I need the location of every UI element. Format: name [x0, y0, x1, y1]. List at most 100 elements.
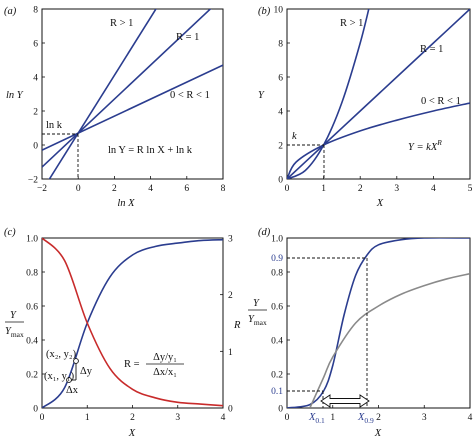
panel-d-x09-label: X0.9 — [357, 412, 374, 425]
panel-a-series-line-1 — [48, 9, 157, 179]
panel-c-xtick-label: 2 — [130, 413, 135, 423]
panel-b-yticks: 0 2 4 6 8 10 — [274, 6, 290, 186]
panel-c-series-line-1 — [42, 238, 223, 408]
panel-d-arrow-shape — [320, 394, 370, 408]
panel-c-r-label: R = — [124, 359, 140, 370]
panel-b-label-k: k — [292, 131, 297, 142]
panel-b-ylabel: Y — [258, 90, 265, 101]
panel-d-ytick-label: 0.8 — [271, 269, 283, 279]
panel-a-xtick-label: 2 — [112, 184, 117, 194]
panel-a-series-line-2 — [42, 9, 212, 168]
panel-c-point-1 — [66, 377, 72, 383]
panel-b-series-line-2 — [287, 9, 470, 179]
panel-d-ytick-label: 0 — [278, 405, 283, 415]
panel-c-p1-label: (x₁, y₁) — [44, 371, 75, 382]
panel-c-p2-label: (x₂, y₂) — [46, 349, 77, 360]
panel-d-frame — [286, 237, 471, 409]
panel-b-ytick-label: 8 — [278, 40, 283, 50]
panel-d-x01-label: X0.1 — [308, 412, 325, 425]
panel-c-ylabel-top: Y — [10, 310, 17, 321]
panel-c-right-tick-label: 1 — [228, 348, 233, 358]
panel-d-double-arrow — [320, 394, 370, 408]
panel-d-ytick-label: 0.4 — [271, 337, 283, 347]
panel-b-series — [287, 9, 470, 179]
panel-a: (a) −2 0 2 4 6 8 −2 0 2 4 6 8 ln X ln Y R > 1 R = … — [4, 6, 226, 210]
panel-a-ytick-label: −2 — [28, 176, 38, 186]
panel-b-ytick-label: 4 — [278, 108, 283, 118]
panel-a-ytick-label: 0 — [33, 142, 38, 152]
panel-c-right-ticks: 0 1 2 3 — [220, 235, 233, 415]
panel-b-ytick-label: 0 — [278, 176, 283, 186]
panel-a-label-r-gt1: R > 1 — [110, 18, 133, 29]
panel-b-series-line-1 — [287, 9, 370, 179]
panel-b-label: (b) — [258, 6, 271, 17]
panel-a-xtick-label: 0 — [76, 184, 81, 194]
panel-b-xticks: 0 1 2 3 4 5 — [285, 176, 473, 194]
panel-a-ytick-label: 4 — [33, 74, 38, 84]
panel-c-r-numerator: Δy/y₁ — [153, 352, 177, 363]
panel-c-right-tick-label: 0 — [228, 405, 233, 415]
panel-a-series-line-3 — [42, 64, 223, 151]
panel-c-xtick-label: 3 — [175, 413, 180, 423]
panel-b: (b) 0 1 2 3 4 5 0 2 4 6 8 10 X Y R > 1 R = 1 0 < R… — [258, 6, 473, 210]
panel-a-ylabel: ln Y — [6, 90, 24, 101]
panel-b-label-r-gt1: R > 1 — [340, 18, 363, 29]
panel-b-ytick-label: 2 — [278, 142, 283, 152]
panel-c-right-tick-label: 2 — [228, 291, 233, 301]
panel-b-xtick-label: 2 — [358, 184, 363, 194]
panel-c-ytick-label: 0.2 — [26, 371, 38, 381]
panel-a-xtick-label: 6 — [184, 184, 189, 194]
panel-b-ytick-label: 10 — [274, 6, 284, 16]
panel-d-ylabel-top: Y — [253, 298, 260, 309]
panel-a-ytick-label: 6 — [33, 40, 38, 50]
panel-c-dx-label: Δx — [66, 385, 79, 396]
panel-c-r-denominator: Δx/x₁ — [153, 367, 177, 378]
panel-d-xtick-label: 4 — [468, 413, 473, 423]
panel-c-series — [42, 238, 223, 408]
panel-d-ytick-label: 0.6 — [271, 303, 283, 313]
panel-c-xtick-label: 0 — [40, 413, 45, 423]
panel-d-series-line-1 — [287, 238, 470, 408]
panel-c-ylabel-right: R — [233, 320, 241, 331]
panel-b-xtick-label: 0 — [285, 184, 290, 194]
panel-a-label-lnk: ln k — [46, 120, 63, 131]
panel-c-ytick-label: 0.8 — [26, 269, 38, 279]
panel-c-xtick-label: 4 — [221, 413, 226, 423]
panel-a-ytick-label: 2 — [33, 108, 38, 118]
panel-a-xtick-label: 8 — [221, 184, 226, 194]
panel-d-series-line-2 — [309, 272, 470, 408]
panel-a-frame — [41, 8, 224, 180]
panel-a-equation: ln Y = R ln X + ln k — [108, 145, 193, 156]
panel-d-xlabel: X — [374, 428, 382, 439]
panel-a-xticks: −2 0 2 4 6 8 — [37, 176, 226, 194]
panel-b-xtick-label: 4 — [431, 184, 436, 194]
panel-c-point-2 — [73, 358, 79, 364]
panel-a-yticks: −2 0 2 4 6 8 — [28, 6, 45, 186]
panel-b-equation: Y = kXR — [408, 138, 442, 153]
panel-a-xlabel: ln X — [117, 198, 135, 209]
panel-b-series-line-3 — [287, 102, 470, 179]
panel-d-xtick-label: 2 — [376, 413, 381, 423]
panel-d-y01-label: 0.1 — [271, 387, 283, 397]
panel-c-ytick-label: 0.6 — [26, 303, 38, 313]
panel-d-ytick-label: 1.0 — [271, 235, 283, 245]
panel-c-ylabel-bottom: Ymax — [5, 326, 24, 339]
panel-b-ytick-label: 6 — [278, 74, 283, 84]
panel-d-ylabel-bottom: Ymax — [248, 314, 267, 327]
panel-a-label-r-eq1: R = 1 — [176, 32, 199, 43]
panel-c-series-line-2 — [42, 238, 223, 407]
panel-b-xtick-label: 3 — [394, 184, 399, 194]
panel-a-label-r-lt1: 0 < R < 1 — [170, 90, 210, 101]
panel-c: (c) 0 1 2 3 4 0 0.2 0.4 0.6 0.8 1.0 0 1 2 3 X Y Ymax… — [4, 227, 241, 439]
panel-d-xtick-label: 1 — [330, 413, 335, 423]
panel-b-xlabel: X — [376, 198, 384, 209]
panel-a-xtick-label: −2 — [37, 184, 47, 194]
panel-d-y09-label: 0.9 — [271, 254, 283, 264]
panel-d-series — [287, 238, 470, 408]
panel-c-triangle — [66, 358, 79, 383]
panel-c-yticks: 0 0.2 0.4 0.6 0.8 1.0 — [26, 235, 45, 415]
panel-a-series — [42, 9, 223, 179]
panel-c-ytick-label: 1.0 — [26, 235, 38, 245]
